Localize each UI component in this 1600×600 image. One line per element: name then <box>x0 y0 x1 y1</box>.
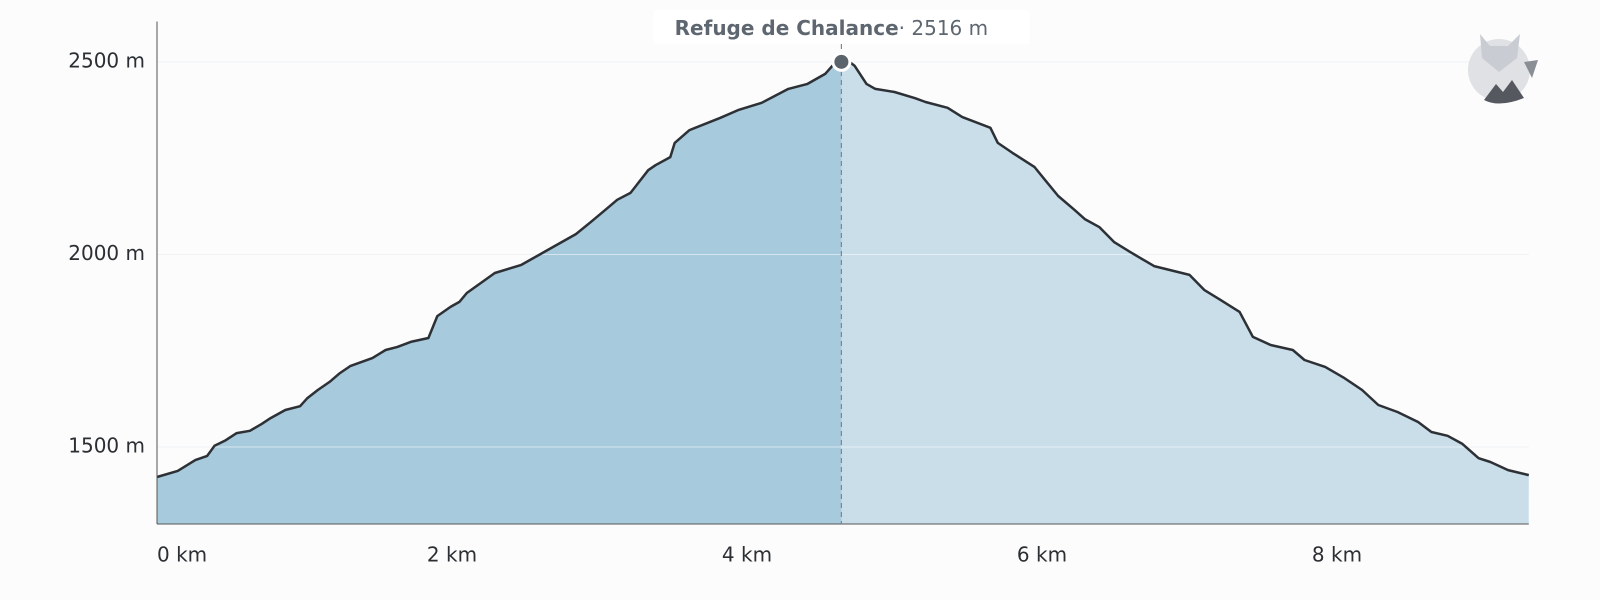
annotation-box <box>653 10 1030 44</box>
x-tick-label: 0 km <box>157 543 207 567</box>
profile-line <box>156 54 1530 479</box>
y-tick-label: 2500 m <box>68 49 145 73</box>
x-tick-label: 8 km <box>1312 543 1362 567</box>
peak-marker <box>831 51 852 72</box>
logo <box>1468 34 1538 104</box>
annotation-text: Refuge de Chalance· 2516 m <box>675 16 988 40</box>
annotation-value: · 2516 m <box>899 16 988 40</box>
annotation-label: Refuge de Chalance <box>675 16 899 40</box>
y-tick-label: 1500 m <box>68 434 145 458</box>
area-progress-fill <box>157 55 842 524</box>
x-tick-label: 4 km <box>722 543 772 567</box>
y-tick-label: 2000 m <box>68 241 145 265</box>
x-tick-label: 6 km <box>1017 543 1067 567</box>
x-tick-label: 2 km <box>427 543 477 567</box>
